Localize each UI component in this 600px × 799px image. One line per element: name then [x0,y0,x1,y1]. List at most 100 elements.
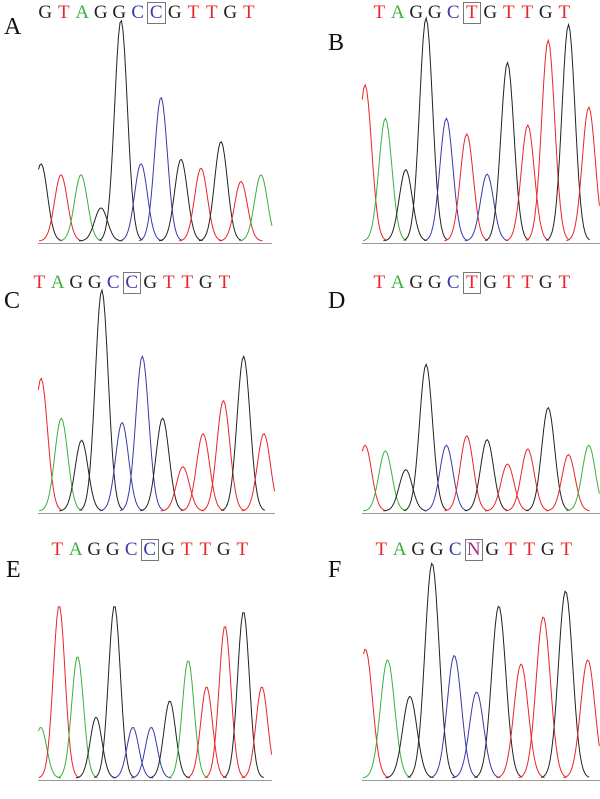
peak-T [518,616,567,779]
highlighted-base: T [462,272,481,294]
base-call: G [87,272,102,293]
peak-G [385,695,434,779]
peak-G [94,606,135,778]
base-call: G [112,2,127,23]
peak-G [464,438,509,512]
base-call: G [161,539,176,560]
base-call: T [51,539,64,560]
base-call: G [538,2,553,23]
peak-T [201,399,245,512]
peak-T [160,466,205,512]
base-call: T [57,2,70,23]
base-call: A [68,539,83,560]
base-call: T [205,2,218,23]
peak-T [38,174,83,242]
base-call: G [427,2,442,23]
base-call: T [162,272,175,293]
base-call: G [167,2,182,23]
base-call: C [131,2,145,23]
peak-C [119,355,164,512]
peak-G [98,19,143,241]
base-call: G [485,539,500,560]
base-call: G [411,539,426,560]
peak-T [178,167,223,242]
peak-A [566,444,600,512]
base-call: G [216,539,231,560]
peak-C [423,444,468,512]
highlighted-base: C [122,272,141,294]
peak-C [429,654,478,779]
base-call: G [409,272,424,293]
highlighted-base: C [140,539,159,561]
base-call: T [560,539,573,560]
peak-C [118,163,163,242]
peak-T [505,448,550,512]
peak-T [496,663,545,779]
peak-A [362,117,407,242]
peak-G [158,158,203,242]
peak-A [238,174,273,242]
peak-T [546,453,590,512]
base-call: T [199,539,212,560]
base-call: T [218,272,231,293]
peak-C [112,727,154,779]
peak-G [407,562,456,778]
base-call: T [373,2,386,23]
peak-G [383,168,428,242]
base-call: G [427,272,442,293]
peak-T [362,648,390,778]
peak-G [525,406,570,512]
base-call: T [521,272,534,293]
peak-A [38,417,83,512]
peak-T [525,38,570,241]
peak-G [198,141,243,242]
peak-G [474,605,523,778]
base-call: G [483,272,498,293]
base-call: T [180,539,193,560]
peak-G [78,207,123,242]
base-call: T [523,539,536,560]
chromatogram-trace [38,19,273,244]
peak-C [138,96,183,242]
peak-T [485,463,529,512]
base-call: G [198,272,213,293]
peak-C [423,117,468,242]
peak-C [464,173,509,242]
peak-A [57,656,98,779]
peak-T [361,83,387,241]
base-call: A [390,272,405,293]
peak-T [204,626,246,779]
base-call: C [448,539,462,560]
base-call: T [33,272,46,293]
peak-G [223,612,264,778]
peak-G [38,163,63,242]
base-call: G [223,2,238,23]
base-call: G [409,2,424,23]
panel-label: E [6,557,21,583]
peak-A [38,727,62,779]
chromatogram-trace [38,606,273,781]
base-call: G [69,272,84,293]
base-call: A [75,2,90,23]
peak-G [75,717,117,779]
panel-label: D [328,288,346,314]
base-call: G [540,539,555,560]
peak-A [58,174,103,242]
chromatogram-trace [361,16,600,244]
highlighted-base: N [464,539,483,561]
base-call: G [143,272,158,293]
peak-G [545,22,590,241]
chromatogram-trace [37,288,276,514]
peak-G [383,468,427,512]
base-call: G [87,539,102,560]
peak-C [452,691,501,779]
peak-T [37,377,63,511]
base-call: G [538,272,553,293]
peak-T [218,180,263,242]
